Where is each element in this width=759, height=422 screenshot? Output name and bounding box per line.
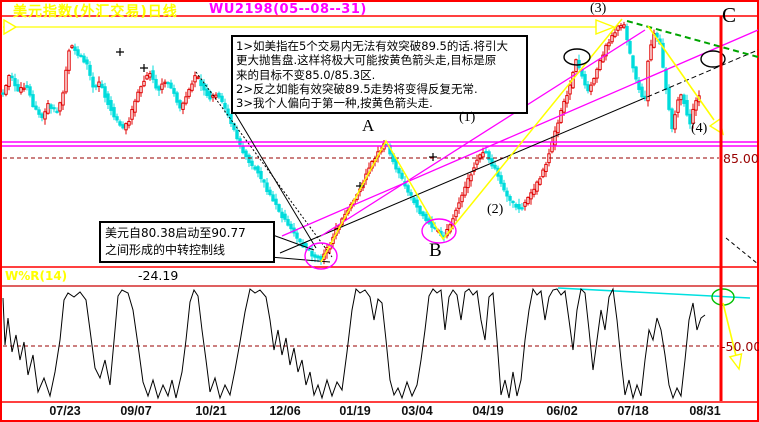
date-label-5: 03/04 <box>401 404 433 418</box>
date-label-9: 08/31 <box>689 404 721 418</box>
wave-label-B: B <box>429 240 442 261</box>
control-line-note-box[interactable]: 美元自80.38启动至90.77 之间形成的中转控制线 <box>99 221 275 263</box>
wr-indicator-line <box>2 287 706 400</box>
date-label-7: 06/02 <box>546 404 578 418</box>
down-arrow-icon[interactable] <box>728 353 743 371</box>
trend-line[interactable] <box>269 233 315 251</box>
candlestick-series <box>1 21 701 265</box>
wr-level-minus50-label: -50.00 <box>721 339 759 354</box>
note-line: 更大抛售盘.这样将极大可能按黄色箭头走,目标是原 <box>236 53 497 68</box>
indicator-value: -24.19 <box>138 268 179 283</box>
right-arrow-icon[interactable] <box>595 18 616 36</box>
ellipse-marker[interactable] <box>563 48 591 66</box>
indicator-name-label: W%R(14) <box>5 269 68 283</box>
ellipse-marker[interactable] <box>700 50 726 68</box>
ellipse-marker[interactable] <box>304 242 338 270</box>
trend-line[interactable] <box>639 49 759 101</box>
date-label-6: 04/19 <box>472 404 504 418</box>
note-line: 美元自80.38启动至90.77 <box>105 226 246 240</box>
note-line: 来的目标不变85.0/85.3区. <box>236 67 376 82</box>
arrow-shaft[interactable] <box>647 25 715 121</box>
wave-label-4: (4) <box>691 121 708 136</box>
flag-marker[interactable] <box>3 18 18 36</box>
zigzag-line[interactable] <box>320 18 623 263</box>
trend-line[interactable] <box>269 256 331 263</box>
trend-line[interactable] <box>281 29 759 237</box>
wave-label-A: A <box>362 116 375 135</box>
note-line: 之间形成的中转控制线 <box>105 243 226 257</box>
doji-mark <box>116 48 124 56</box>
trend-line[interactable] <box>320 29 646 237</box>
date-label-4: 01/19 <box>339 404 371 418</box>
wave-label-2: (2) <box>487 202 504 217</box>
wave-label-3: (3) <box>590 1 607 16</box>
note-line: 1>如美指在5个交易内无法有效突破89.5的话.将引大 <box>236 39 509 53</box>
date-label-8: 07/18 <box>617 404 649 418</box>
trend-line[interactable] <box>232 109 317 249</box>
date-label-0: 07/23 <box>49 404 81 418</box>
doji-mark <box>140 64 148 72</box>
arrow-shaft[interactable] <box>722 302 737 357</box>
ellipse-marker[interactable] <box>421 218 457 244</box>
note-line: 2>反之如能有效突破89.5走势将变得反复无常. <box>236 81 478 96</box>
trend-line[interactable] <box>725 237 759 265</box>
wave-label-C: C <box>722 3 737 27</box>
date-label-1: 09/07 <box>120 404 152 418</box>
note-line: 3>我个人偏向于第一种,按黄色箭头走. <box>236 96 433 111</box>
analysis-note-box[interactable]: 1>如美指在5个交易内无法有效突破89.5的话.将引大 更大抛售盘.这样将极大可… <box>231 35 528 115</box>
trend-line[interactable] <box>557 287 751 299</box>
date-label-3: 12/06 <box>269 404 301 418</box>
chart-title: 美元指数(外汇交易)日线 <box>13 4 178 20</box>
contract-code: WU2198(05--08--31) <box>209 2 367 17</box>
price-level-85-label: 85.00 <box>723 151 759 166</box>
doji-mark <box>429 153 437 161</box>
date-label-2: 10/21 <box>195 404 227 418</box>
wave-label-1: (1) <box>459 110 476 125</box>
